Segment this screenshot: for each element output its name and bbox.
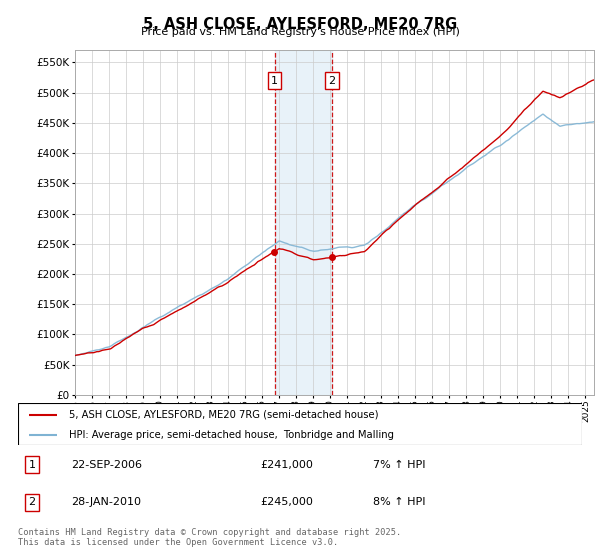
Text: HPI: Average price, semi-detached house,  Tonbridge and Malling: HPI: Average price, semi-detached house,… — [69, 430, 394, 440]
Text: 22-SEP-2006: 22-SEP-2006 — [71, 460, 143, 470]
Text: £245,000: £245,000 — [260, 497, 313, 507]
Text: 1: 1 — [29, 460, 35, 470]
Text: £241,000: £241,000 — [260, 460, 313, 470]
Text: 7% ↑ HPI: 7% ↑ HPI — [373, 460, 426, 470]
Text: 2: 2 — [328, 76, 335, 86]
Text: Price paid vs. HM Land Registry's House Price Index (HPI): Price paid vs. HM Land Registry's House … — [140, 27, 460, 37]
Text: 8% ↑ HPI: 8% ↑ HPI — [373, 497, 426, 507]
Text: 5, ASH CLOSE, AYLESFORD, ME20 7RG (semi-detached house): 5, ASH CLOSE, AYLESFORD, ME20 7RG (semi-… — [69, 410, 378, 420]
Text: Contains HM Land Registry data © Crown copyright and database right 2025.
This d: Contains HM Land Registry data © Crown c… — [18, 528, 401, 547]
Text: 2: 2 — [29, 497, 35, 507]
Text: 1: 1 — [271, 76, 278, 86]
FancyBboxPatch shape — [18, 403, 582, 445]
Bar — [275, 50, 332, 395]
Text: 5, ASH CLOSE, AYLESFORD, ME20 7RG: 5, ASH CLOSE, AYLESFORD, ME20 7RG — [143, 17, 457, 32]
Text: 28-JAN-2010: 28-JAN-2010 — [71, 497, 142, 507]
